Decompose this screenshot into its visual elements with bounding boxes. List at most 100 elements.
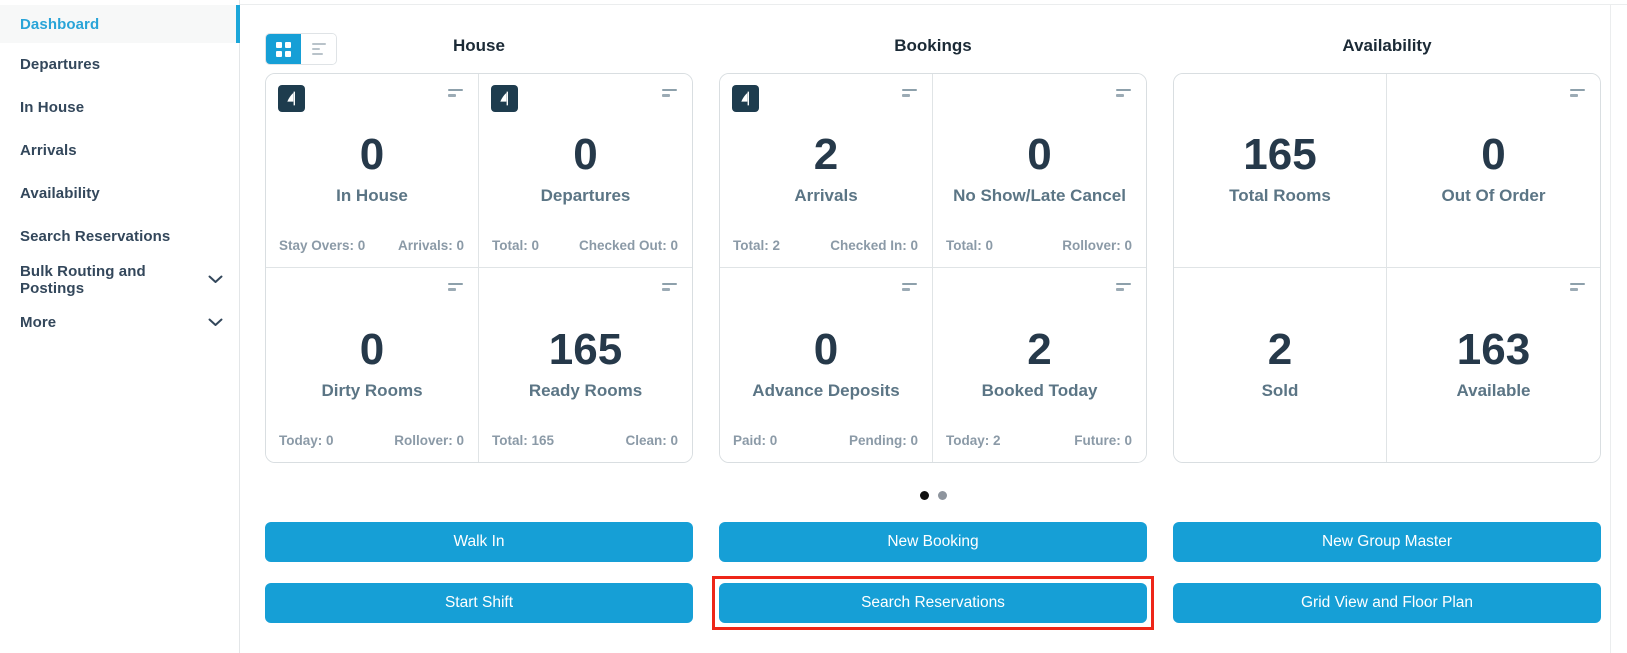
new-booking-button[interactable]: New Booking [719, 522, 1147, 562]
view-toggle [265, 33, 337, 65]
stat-value: 2 [813, 130, 839, 179]
main-content: House Bookings Availability 0 In House [240, 0, 1627, 653]
card-options-icon[interactable] [1568, 281, 1587, 293]
card-options-icon[interactable] [446, 281, 465, 293]
sidebar-item-availability[interactable]: Availability [0, 172, 239, 215]
carousel-pagination [265, 491, 1601, 500]
stat-footer-left: Stay Overs: 0 [279, 238, 366, 253]
sidebar-item-label: Search Reservations [20, 228, 171, 245]
sidebar-item-label: Bulk Routing and Postings [20, 262, 146, 297]
grid-view-floor-plan-button[interactable]: Grid View and Floor Plan [1173, 583, 1601, 623]
card-options-icon[interactable] [1568, 87, 1587, 99]
stat-sections: 0 In House Stay Overs: 0 Arrivals: 0 [265, 73, 1601, 463]
flag-icon [491, 85, 518, 112]
search-reservations-button[interactable]: Search Reservations [719, 583, 1147, 623]
stat-footer-left: Paid: 0 [733, 433, 778, 448]
card-in-house: 0 In House Stay Overs: 0 Arrivals: 0 [266, 74, 479, 268]
grid-view-icon [276, 41, 291, 57]
card-booked-today: 2 Booked Today Today: 2 Future: 0 [933, 268, 1146, 462]
card-options-icon[interactable] [1114, 281, 1133, 293]
stat-footer-right: Future: 0 [1074, 433, 1132, 448]
sidebar-item-label: Arrivals [20, 142, 77, 159]
section-bookings: 2 Arrivals Total: 2 Checked In: 0 0 No S… [719, 73, 1147, 463]
pagination-dot[interactable] [937, 491, 947, 500]
stat-value: 0 [359, 324, 385, 374]
card-dirty-rooms: 0 Dirty Rooms Today: 0 Rollover: 0 [266, 268, 479, 462]
card-departures: 0 Departures Total: 0 Checked Out: 0 [479, 74, 692, 268]
sidebar-item-label: Departures [20, 56, 101, 73]
stat-value: 2 [1027, 324, 1052, 374]
stat-label: Arrivals [794, 186, 858, 205]
stat-label: Advance Deposits [752, 380, 900, 400]
grid-view-button[interactable] [266, 34, 301, 64]
walk-in-button[interactable]: Walk In [265, 522, 693, 562]
stat-footer-left: Today: 0 [279, 433, 334, 448]
sidebar-item-label: Dashboard [20, 15, 100, 33]
sidebar-item-arrivals[interactable]: Arrivals [0, 129, 239, 172]
stat-footer-left: Total: 0 [946, 238, 993, 253]
stat-footer-left: Total: 2 [733, 238, 780, 253]
stat-footer-right: Rollover: 0 [394, 433, 464, 448]
start-shift-button[interactable]: Start Shift [265, 583, 693, 623]
card-available: 163 Available [1387, 268, 1600, 462]
stat-value: 0 [813, 324, 839, 374]
section-availability: 165 Total Rooms 0 Out Of Order [1173, 73, 1601, 463]
stat-label: Booked Today [981, 380, 1098, 400]
scrollbar-track[interactable] [1610, 4, 1611, 653]
card-options-icon[interactable] [446, 87, 465, 99]
stat-label: Total Rooms [1229, 186, 1331, 205]
sidebar-item-label: More [20, 314, 57, 331]
stat-footer-right: Checked In: 0 [830, 238, 918, 253]
stat-footer-left: Total: 165 [492, 433, 555, 448]
section-title-bookings: Bookings [894, 36, 972, 55]
stat-value: 0 [1481, 130, 1506, 179]
section-house: 0 In House Stay Overs: 0 Arrivals: 0 [265, 73, 693, 463]
card-total-rooms: 165 Total Rooms [1174, 74, 1387, 268]
card-options-icon[interactable] [900, 87, 919, 99]
stat-value: 0 [1027, 130, 1052, 179]
pagination-dot[interactable] [919, 491, 929, 500]
chevron-down-icon [208, 275, 223, 284]
list-view-button[interactable] [301, 34, 336, 64]
card-options-icon[interactable] [660, 281, 679, 293]
stat-label: Ready Rooms [528, 380, 643, 400]
stat-label: No Show/Late Cancel [953, 186, 1126, 205]
stat-footer-left: Total: 0 [492, 238, 539, 253]
new-group-master-button[interactable]: New Group Master [1173, 522, 1601, 562]
chevron-down-icon [208, 318, 223, 327]
sidebar-item-label: In House [20, 99, 85, 116]
card-options-icon[interactable] [900, 281, 919, 293]
card-out-of-order: 0 Out Of Order [1387, 74, 1600, 268]
stat-value: 165 [1243, 130, 1317, 179]
stat-footer-right: Rollover: 0 [1062, 238, 1132, 253]
sidebar-item-dashboard[interactable]: Dashboard [0, 5, 240, 43]
card-advance-deposits: 0 Advance Deposits Paid: 0 Pending: 0 [720, 268, 933, 462]
card-options-icon[interactable] [660, 87, 679, 99]
stat-footer-right: Arrivals: 0 [397, 238, 464, 253]
stat-label: Departures [540, 186, 631, 205]
quick-action-buttons: Walk In New Booking New Group Master Sta… [265, 522, 1601, 630]
stat-footer-right: Clean: 0 [625, 433, 678, 448]
sidebar-item-bulk-routing-and-postings[interactable]: Bulk Routing and Postings [0, 258, 239, 301]
sidebar-item-label: Availability [20, 185, 100, 202]
stat-label: Out Of Order [1441, 186, 1546, 205]
card-options-icon[interactable] [1114, 87, 1133, 99]
card-arrivals: 2 Arrivals Total: 2 Checked In: 0 [720, 74, 933, 268]
flag-icon [732, 85, 759, 112]
stat-label: Sold [1261, 380, 1299, 400]
sidebar-item-search-reservations[interactable]: Search Reservations [0, 215, 239, 258]
stat-value: 163 [1456, 324, 1531, 374]
card-no-show-late-cancel: 0 No Show/Late Cancel Total: 0 Rollover:… [933, 74, 1146, 268]
stat-value: 165 [548, 324, 623, 374]
sidebar-item-more[interactable]: More [0, 301, 239, 344]
stat-value: 0 [359, 130, 385, 179]
sidebar-item-in-house[interactable]: In House [0, 86, 239, 129]
stat-footer-left: Today: 2 [946, 433, 1001, 448]
stat-value: 0 [573, 130, 598, 179]
sidebar-item-departures[interactable]: Departures [0, 43, 239, 86]
card-sold: 2 Sold [1174, 268, 1387, 462]
list-view-icon [311, 43, 326, 55]
flag-icon [278, 85, 305, 112]
stat-value: 2 [1267, 324, 1293, 374]
